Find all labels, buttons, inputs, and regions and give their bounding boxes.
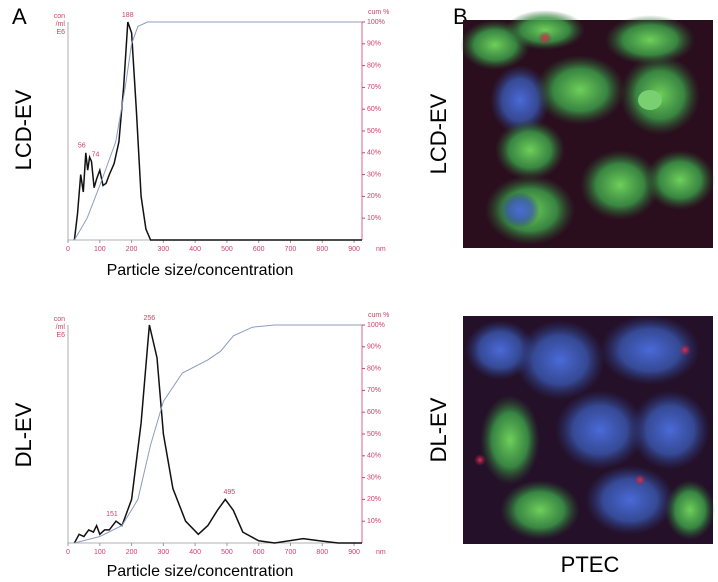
y-axis-label: con: [54, 13, 65, 20]
peak-label: 74: [92, 151, 100, 158]
y2-tick-label: 100%: [367, 322, 385, 329]
y2-tick-label: 90%: [367, 344, 381, 351]
y2-tick-label: 50%: [367, 431, 381, 438]
x-tick-label: 400: [189, 246, 201, 253]
y2-tick-label: 60%: [367, 409, 381, 416]
x-unit: nm: [376, 549, 386, 556]
x-axis-label: Particle size/concentration: [107, 563, 294, 580]
y-axis-label: con: [54, 316, 65, 323]
x-tick-label: 300: [158, 549, 170, 556]
x-tick-label: 100: [94, 246, 106, 253]
y2-tick-label: 50%: [367, 128, 381, 135]
peak-label: 495: [223, 489, 235, 496]
x-tick-label: 0: [66, 549, 70, 556]
x-tick-label: 400: [189, 549, 201, 556]
x-tick-label: 600: [253, 549, 265, 556]
x-tick-label: 700: [285, 549, 297, 556]
y2-tick-label: 20%: [367, 496, 381, 503]
x-tick-label: 100: [94, 549, 106, 556]
x-tick-label: 800: [316, 246, 328, 253]
micrograph: [460, 10, 715, 248]
y2-tick-label: 30%: [367, 474, 381, 481]
x-tick-label: 900: [348, 246, 360, 253]
x-tick-label: 200: [126, 246, 138, 253]
x-tick-label: 900: [348, 549, 360, 556]
image-caption: PTEC: [561, 552, 620, 577]
y2-axis-label: cum %: [368, 312, 389, 319]
x-axis-label: Particle size/concentration: [107, 262, 294, 279]
series-line: [73, 324, 362, 544]
micrograph: [463, 315, 715, 544]
series-line: [73, 21, 362, 241]
peak-label: 151: [106, 511, 118, 518]
x-unit: nm: [376, 246, 386, 253]
x-tick-label: 800: [316, 549, 328, 556]
image-row-label: LCD-EV: [426, 93, 451, 174]
x-tick-label: 700: [285, 246, 297, 253]
y2-tick-label: 90%: [367, 41, 381, 48]
image-row-label: DL-EV: [426, 397, 451, 462]
x-tick-label: 600: [253, 246, 265, 253]
series-line: [73, 21, 362, 241]
x-tick-label: 0: [66, 246, 70, 253]
y-axis-label: E6: [56, 332, 65, 339]
series-line: [74, 324, 362, 544]
x-tick-label: 300: [158, 246, 170, 253]
y-axis-label: /ml: [56, 324, 66, 331]
y2-tick-label: 20%: [367, 193, 381, 200]
row-label: LCD-EV: [11, 89, 36, 170]
y2-tick-label: 40%: [367, 150, 381, 157]
y2-tick-label: 40%: [367, 453, 381, 460]
y2-tick-label: 70%: [367, 387, 381, 394]
y2-tick-label: 10%: [367, 215, 381, 222]
y2-tick-label: 70%: [367, 84, 381, 91]
y2-tick-label: 30%: [367, 171, 381, 178]
x-tick-label: 500: [221, 246, 233, 253]
peak-label: 256: [144, 315, 156, 322]
peak-label: 188: [122, 12, 134, 19]
panel-label: A: [12, 4, 27, 29]
y2-axis-label: cum %: [368, 9, 389, 16]
y-axis-label: /ml: [56, 21, 66, 28]
y2-tick-label: 80%: [367, 365, 381, 372]
y2-tick-label: 10%: [367, 518, 381, 525]
row-label: DL-EV: [11, 402, 36, 467]
y2-tick-label: 60%: [367, 106, 381, 113]
y2-tick-label: 100%: [367, 19, 385, 26]
x-tick-label: 200: [126, 549, 138, 556]
y2-tick-label: 80%: [367, 62, 381, 69]
peak-label: 56: [78, 143, 86, 150]
x-tick-label: 500: [221, 549, 233, 556]
y-axis-label: E6: [56, 29, 65, 36]
